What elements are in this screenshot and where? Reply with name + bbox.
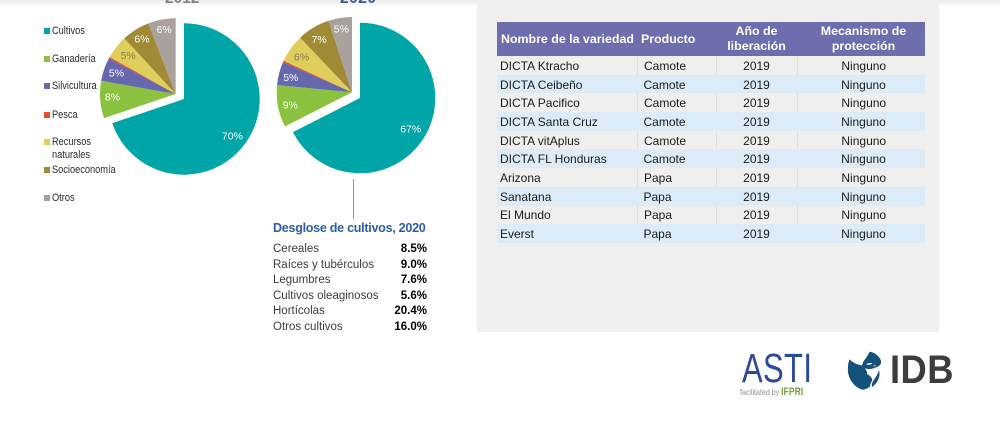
svg-text:7%: 7% (312, 34, 327, 46)
svg-text:6%: 6% (134, 33, 149, 45)
svg-text:67%: 67% (400, 123, 421, 135)
svg-text:6%: 6% (157, 24, 172, 36)
svg-text:5%: 5% (283, 72, 298, 84)
svg-text:5%: 5% (109, 67, 124, 79)
svg-text:70%: 70% (222, 130, 243, 142)
svg-text:6%: 6% (294, 52, 309, 64)
svg-text:5%: 5% (334, 23, 349, 35)
svg-text:5%: 5% (121, 50, 136, 62)
svg-text:8%: 8% (105, 91, 120, 103)
svg-text:9%: 9% (283, 99, 298, 111)
